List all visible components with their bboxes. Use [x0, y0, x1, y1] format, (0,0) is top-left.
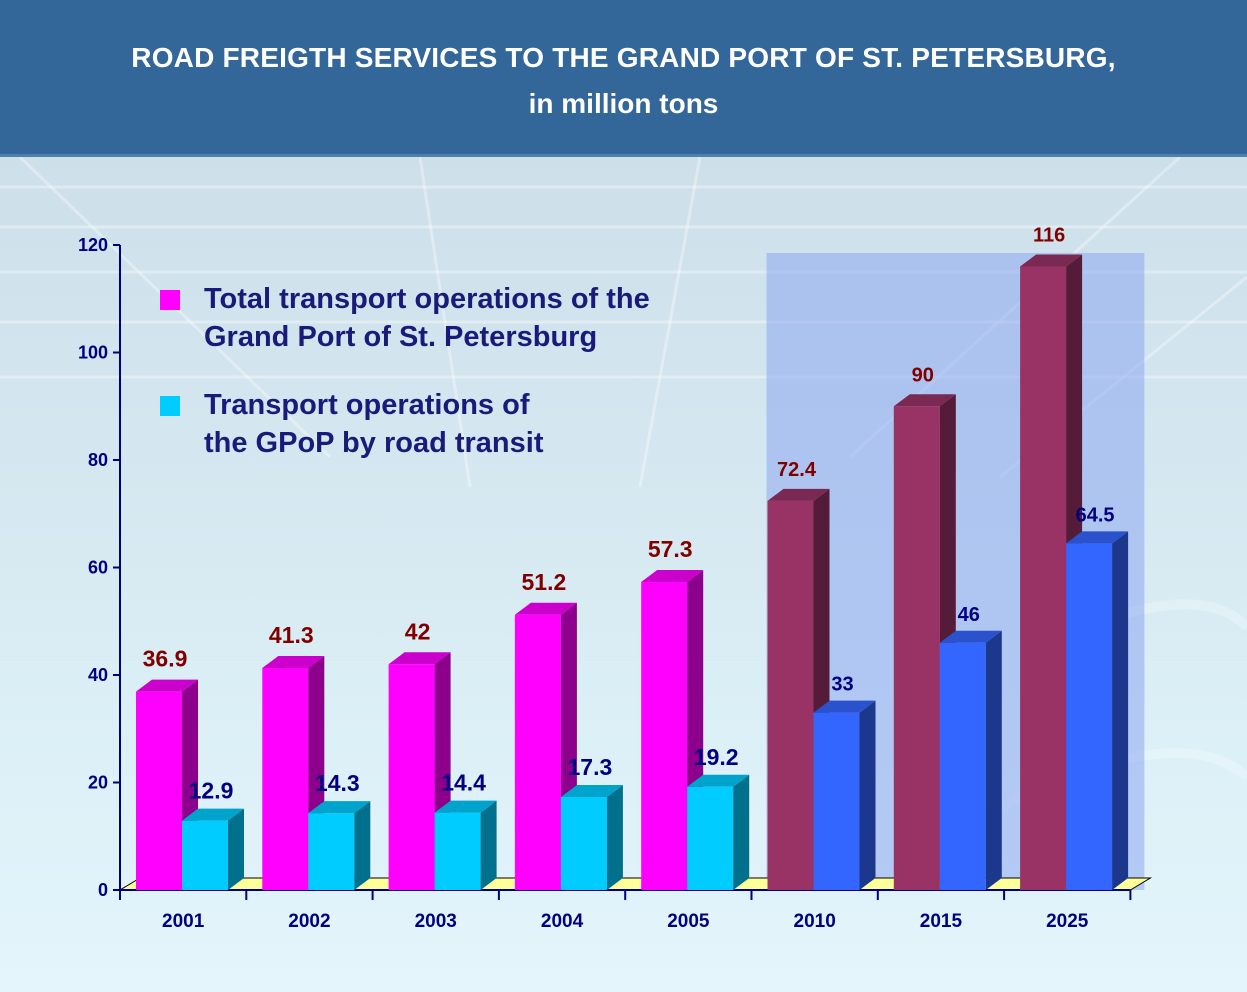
bar-transit	[1066, 531, 1129, 890]
legend-swatch-transit	[160, 396, 180, 416]
bar-transit	[687, 774, 750, 890]
bar-transit	[434, 800, 497, 890]
bar-total-front	[388, 664, 435, 890]
bar-total-front	[893, 406, 940, 890]
data-label-transit: 33	[831, 674, 853, 696]
bar-transit	[560, 785, 623, 890]
bar-total-front	[1020, 266, 1067, 890]
bar-total-front	[514, 614, 561, 890]
y-tick-label: 60	[88, 558, 108, 578]
data-labels: 36.9 12.9 41.3 14.3 42 14.4 51.2 17.3 57.3 19.2 72…	[143, 225, 1115, 804]
bar-total-front	[262, 668, 309, 890]
y-tick-label: 20	[88, 773, 108, 793]
bar-transit-side	[606, 785, 623, 890]
legend-item-total: Total transport operations of the Grand …	[160, 280, 760, 360]
bar-total-top	[767, 488, 830, 501]
data-label-total: 57.3	[648, 536, 693, 562]
bar-transit	[813, 700, 876, 890]
legend-item-transit: Transport operations of the GPoP by road…	[160, 386, 760, 466]
bar-transit-front	[560, 797, 607, 890]
legend-swatch-total	[160, 290, 180, 310]
x-axis: 2001 2002 2003 2004 2005 2010 2015 2025	[119, 889, 1132, 932]
x-tick-label: 2004	[541, 911, 584, 932]
y-tick-label: 120	[78, 235, 108, 255]
y-tick-label: 0	[98, 880, 108, 900]
data-label-total: 51.2	[522, 569, 567, 595]
x-tick-label: 2025	[1046, 911, 1089, 932]
y-tick-label: 80	[88, 450, 108, 470]
bar-transit-front	[687, 786, 734, 890]
bar-transit	[308, 801, 371, 890]
bar-total-front	[641, 582, 688, 890]
x-tick-label: 2001	[162, 911, 205, 932]
data-label-transit: 14.3	[315, 770, 360, 796]
data-label-transit: 14.4	[441, 770, 486, 796]
data-label-transit: 12.9	[189, 778, 234, 804]
bar-total-top	[641, 570, 704, 583]
x-tick-label: 2005	[667, 911, 710, 932]
background-decoration	[0, 157, 1247, 812]
bar-transit	[939, 630, 1002, 890]
bar-transit-top	[687, 774, 750, 787]
bar-transit-front	[434, 812, 481, 890]
bar-total-front	[136, 691, 182, 890]
bar-total-top	[1020, 254, 1083, 267]
data-label-transit: 64.5	[1076, 504, 1115, 526]
bar-transit-top	[560, 785, 623, 798]
x-tick-label: 2003	[415, 911, 457, 932]
data-label-total: 72.4	[777, 459, 817, 481]
bar-transit-side	[228, 808, 244, 890]
data-label-transit: 19.2	[694, 744, 739, 770]
bar-total-top	[262, 656, 325, 669]
bars	[136, 254, 1129, 890]
bar-transit-side	[480, 800, 497, 890]
bar-transit	[182, 808, 244, 890]
bar-transit-front	[182, 820, 228, 890]
data-label-total: 36.9	[143, 646, 188, 672]
bar-transit-front	[1066, 543, 1113, 890]
bar-transit-side	[859, 700, 876, 890]
bar-transit-top	[308, 801, 371, 814]
data-label-transit: 17.3	[568, 754, 613, 780]
bar-transit-front	[813, 712, 860, 890]
bar-total-top	[514, 602, 577, 615]
bar-transit-side	[985, 630, 1002, 890]
bar-transit-side	[733, 774, 750, 890]
bar-total-front	[767, 500, 814, 890]
data-label-total: 90	[912, 364, 934, 386]
data-label-transit: 46	[958, 604, 980, 626]
y-tick-label: 40	[88, 665, 108, 685]
data-label-total: 116	[1033, 225, 1065, 247]
bar-transit-top	[434, 800, 497, 813]
y-axis: 0 20 40 60 80 100 120	[78, 235, 121, 900]
chart-title: ROAD FREIGTH SERVICES TO THE GRAND PORT …	[131, 42, 1116, 73]
y-tick-label: 100	[78, 343, 108, 363]
bar-transit-side	[354, 801, 371, 890]
bar-transit-front	[939, 642, 986, 890]
bar-transit-top	[813, 700, 876, 713]
legend-label-transit-line1: Transport operations of	[204, 389, 530, 421]
x-tick-label: 2015	[920, 911, 963, 932]
bar-transit-front	[308, 813, 355, 890]
legend-label-total-line1: Total transport operations of the	[204, 283, 650, 315]
x-tick-label: 2010	[794, 911, 836, 932]
x-tick-label: 2002	[288, 911, 330, 932]
legend-label-total-line2: Grand Port of St. Petersburg	[204, 321, 598, 353]
legend-label-transit-line2: the GPoP by road transit	[204, 427, 544, 459]
data-label-total: 41.3	[269, 622, 314, 648]
bar-transit-side	[1112, 531, 1129, 890]
data-label-total: 42	[405, 618, 431, 644]
chart-header: ROAD FREIGTH SERVICES TO THE GRAND PORT …	[0, 0, 1247, 157]
bar-transit-top	[182, 808, 244, 821]
bar-transit-top	[1066, 531, 1129, 544]
bar-transit-top	[939, 630, 1002, 643]
chart-subtitle: in million tons	[528, 88, 719, 119]
bar-total-top	[893, 394, 956, 407]
bar-total-top	[136, 679, 198, 692]
bar-total-top	[388, 652, 451, 665]
